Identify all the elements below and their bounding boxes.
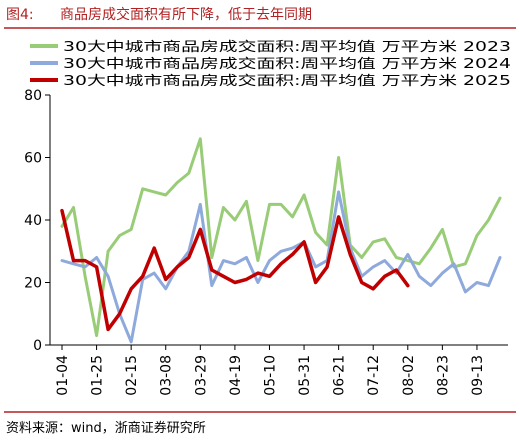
x-tick-label: 04-19: [228, 355, 244, 396]
legend-label-2: 30大中城市商品房成交面积:周平均值 万平方米 2024: [63, 56, 511, 72]
y-tick-label: 0: [33, 338, 42, 354]
series-lines: [60, 137, 502, 344]
y-axis-ticks: 0 20 40 60 80: [24, 88, 50, 354]
x-tick-label: 03-08: [159, 355, 175, 396]
series-line-3: [60, 208, 410, 332]
source-note: 资料来源：wind，浙商证券研究所: [6, 420, 206, 436]
x-tick-label: 03-29: [193, 355, 209, 396]
y-tick-label: 40: [24, 213, 42, 229]
series-line-1: [60, 137, 502, 338]
legend-label-3: 30大中城市商品房成交面积:周平均值 万平方米 2025: [63, 73, 511, 89]
legend: 30大中城市商品房成交面积:周平均值 万平方米 202330大中城市商品房成交面…: [30, 39, 511, 89]
x-tick-label: 08-23: [435, 355, 451, 396]
x-axis-ticks: 01-04 01-25 02-15 03-08 03-29 04-19 05-10 05-31…: [55, 345, 486, 396]
series-line-2: [60, 190, 502, 344]
x-tick-label: 08-02: [401, 355, 417, 396]
figure-label: 图4:: [6, 7, 34, 23]
y-tick-label: 80: [24, 88, 42, 104]
x-tick-label: 05-10: [262, 355, 278, 396]
chart-title: 商品房成交面积有所下降，低于去年同期: [60, 6, 312, 23]
y-tick-label: 60: [24, 151, 42, 167]
x-tick-label: 07-12: [366, 355, 382, 396]
x-tick-label: 02-15: [124, 355, 140, 396]
x-tick-label: 01-04: [55, 355, 71, 396]
x-tick-label: 09-13: [470, 355, 486, 396]
x-tick-label: 05-31: [297, 355, 313, 396]
legend-label-1: 30大中城市商品房成交面积:周平均值 万平方米 2023: [63, 39, 511, 55]
x-tick-label: 01-25: [90, 355, 106, 396]
x-tick-label: 06-21: [332, 355, 348, 396]
y-tick-label: 20: [24, 276, 42, 292]
